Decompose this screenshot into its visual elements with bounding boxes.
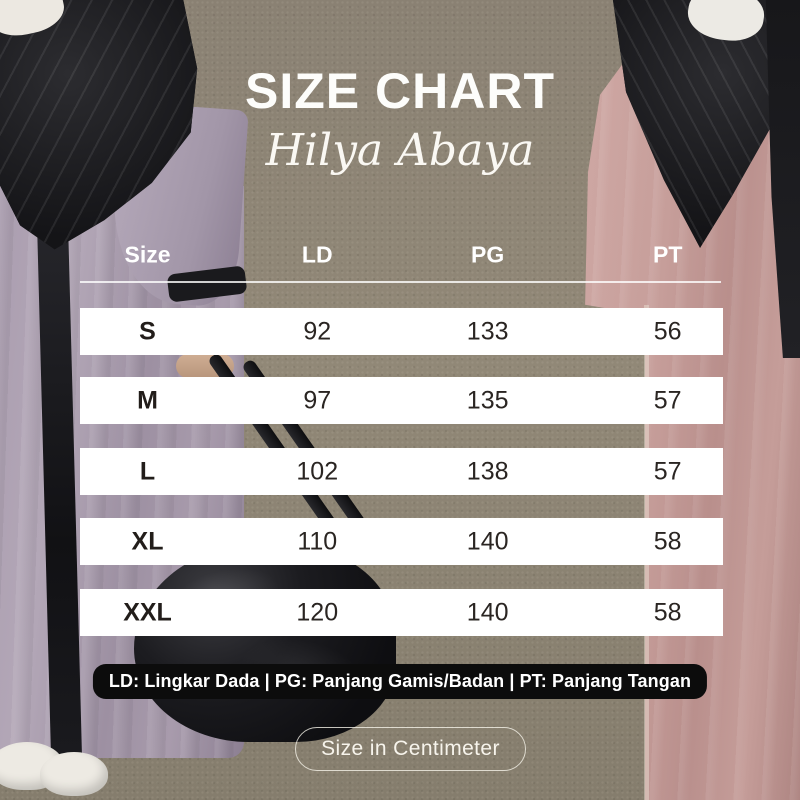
unit-note-pill: Size in Centimeter: [295, 727, 526, 771]
ld-cell: 120: [296, 598, 339, 626]
pt-cell: 57: [653, 386, 682, 414]
ld-cell: 110: [297, 527, 338, 555]
size-cell: L: [139, 457, 156, 485]
ld-cell: 92: [303, 317, 332, 345]
table-row-s: S 92 133 56: [80, 308, 723, 355]
column-header-size: Size: [124, 241, 171, 268]
pt-cell: 56: [653, 317, 682, 345]
header-divider-line: [80, 281, 721, 283]
table-row-l: L 102 138 57: [80, 448, 723, 495]
size-cell: M: [137, 386, 158, 414]
pg-cell: 140: [466, 527, 509, 555]
table-row-xl: XL 110 140 58: [80, 518, 723, 565]
size-cell: XXL: [123, 598, 172, 626]
size-cell: XL: [131, 527, 164, 555]
pg-cell: 135: [466, 386, 509, 414]
ld-cell: 102: [296, 457, 339, 485]
pg-cell: 140: [466, 598, 509, 626]
pt-cell: 57: [653, 457, 682, 485]
pg-cell: 138: [466, 457, 509, 485]
pt-cell: 58: [653, 527, 682, 555]
column-header-ld: LD: [301, 241, 333, 268]
black-puffer-bag: [134, 546, 396, 742]
column-header-pg: PG: [471, 241, 505, 268]
table-header-row: Size LD PG PT: [80, 234, 723, 276]
column-header-pt: PT: [652, 241, 683, 268]
ld-cell: 97: [303, 386, 332, 414]
pt-cell: 58: [653, 598, 682, 626]
white-sneaker: [40, 752, 108, 796]
table-row-m: M 97 135 57: [80, 377, 723, 424]
abbreviation-legend: LD: Lingkar Dada | PG: Panjang Gamis/Bad…: [92, 664, 708, 699]
page-title: SIZE CHART: [245, 63, 555, 119]
product-name: Hilya Abaya: [265, 125, 535, 176]
pg-cell: 133: [466, 317, 509, 345]
table-row-xxl: XXL 120 140 58: [80, 589, 723, 636]
size-cell: S: [139, 317, 156, 345]
